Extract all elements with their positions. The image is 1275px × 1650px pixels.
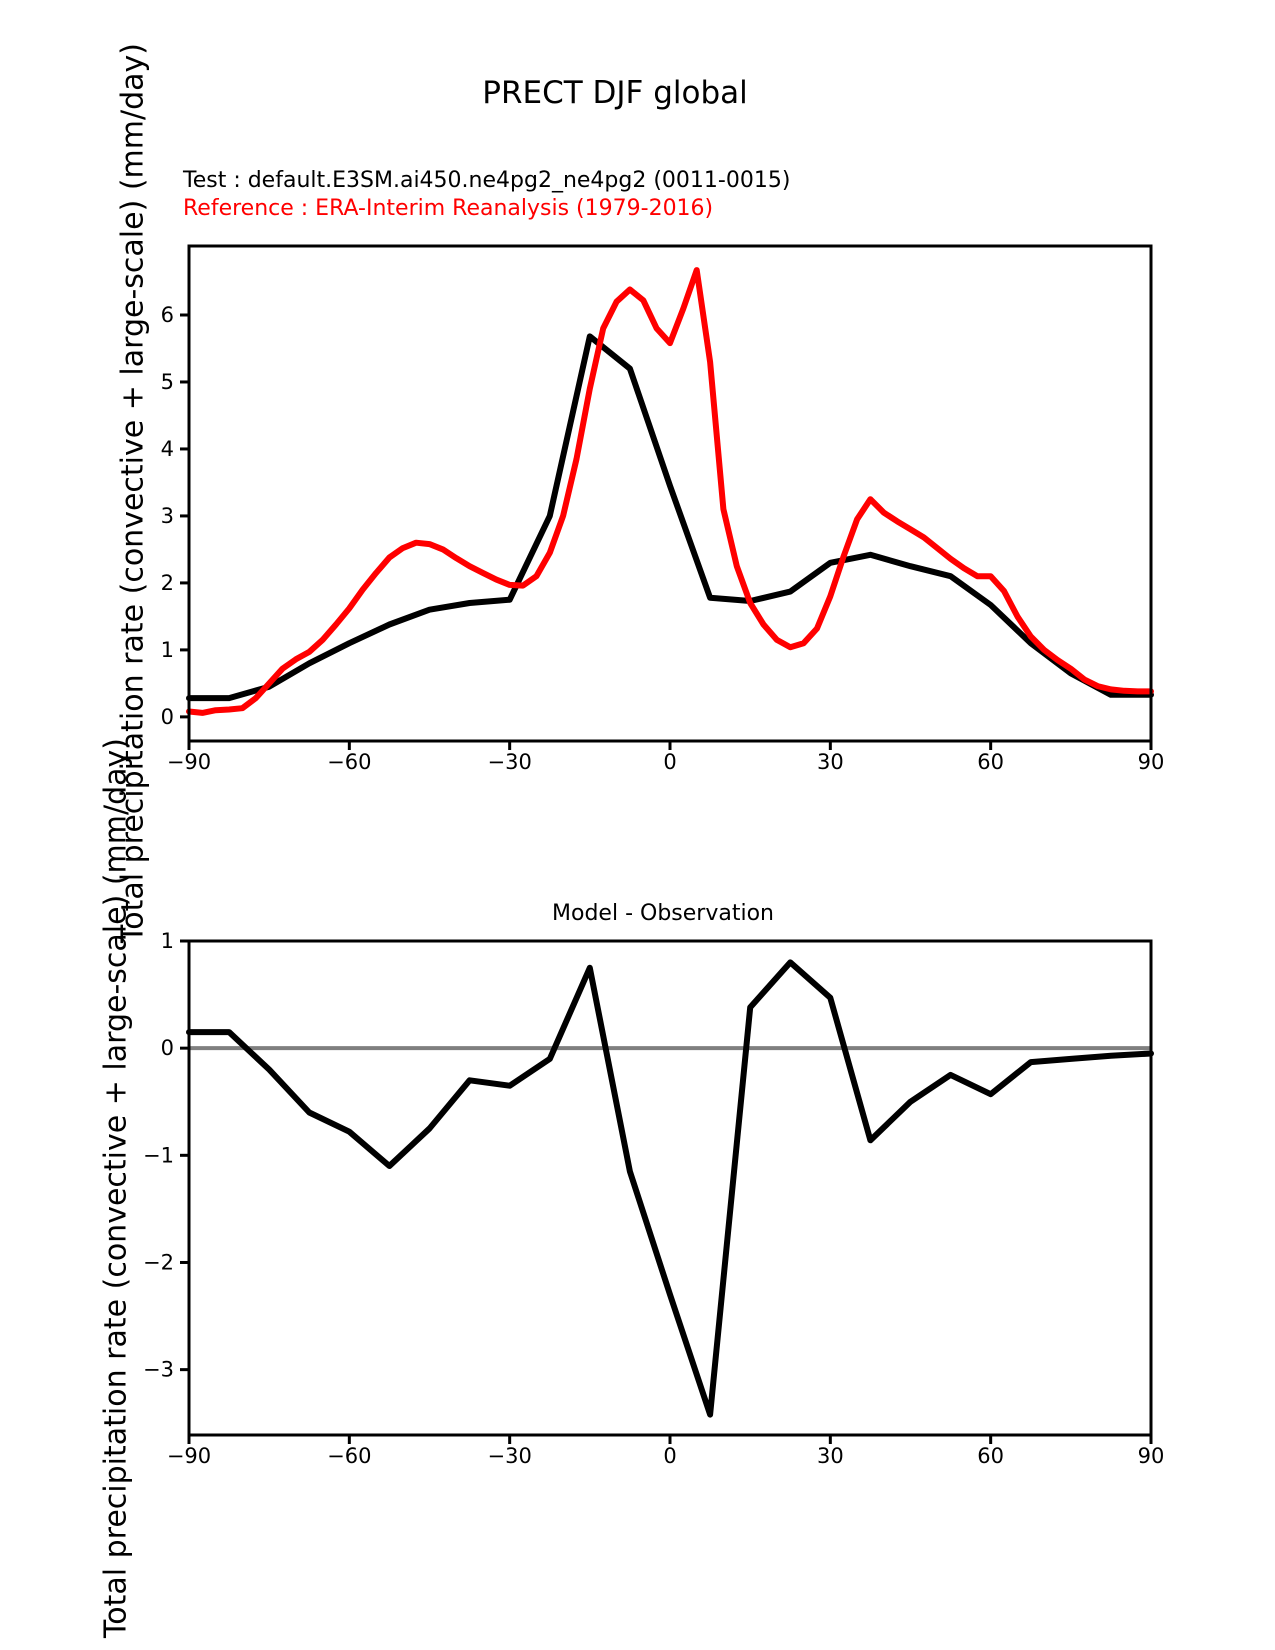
bottom-chart-x-tick-label: −60 [327,1444,371,1468]
top-chart-series-0-line [186,333,1154,702]
top-chart-y-tick-label: 3 [161,504,174,528]
top-chart-x-tick-label: −30 [488,750,532,774]
bottom-chart-x-tick-label: 0 [663,1444,676,1468]
top-chart-y-tick-label: 0 [161,705,174,729]
bottom-chart-title: Model - Observation [552,901,774,926]
bottom-chart-x-tick-label: 90 [1138,1444,1165,1468]
bottom-chart-y-axis-label: Total precipitation rate (convective + l… [98,738,134,1638]
bottom-chart-x-tick-label: 30 [817,1444,844,1468]
top-chart-x-tick-label: 0 [663,750,676,774]
top-chart-series-1-line [186,267,1154,716]
bottom-chart-axes-frame [187,939,1153,1437]
bottom-chart-y-tick-label: −1 [143,1143,174,1167]
top-chart-y-tick-label: 5 [161,370,174,394]
top-chart-x-tick-label: 30 [817,750,844,774]
bottom-chart-series-0-line [186,959,1154,1418]
bottom-chart-y-tick-label: −2 [143,1250,174,1274]
top-chart-y-tick-label: 6 [161,303,174,327]
page-title: PRECT DJF global [482,75,748,111]
bottom-chart-x-tick-label: −90 [167,1444,211,1468]
bottom-chart-y-tick-label: −3 [143,1358,174,1382]
top-chart-x-tick-label: 60 [977,750,1004,774]
bottom-chart-x-tick-label: 60 [977,1444,1004,1468]
top-chart-x-tick-label: 90 [1138,750,1165,774]
bottom-chart-y-tick-label: 0 [161,1036,174,1060]
top-chart-y-tick-label: 2 [161,571,174,595]
top-chart-x-tick-label: −90 [167,750,211,774]
top-chart-x-tick-label: −60 [327,750,371,774]
bottom-chart-y-tick-label: 1 [161,929,174,953]
test-run-label: Test : default.E3SM.ai450.ne4pg2_ne4pg2 … [183,168,791,193]
reference-run-label: Reference : ERA-Interim Reanalysis (1979… [183,196,714,221]
top-chart-y-tick-label: 4 [161,437,174,461]
bottom-chart-x-tick-label: −30 [488,1444,532,1468]
top-chart-y-tick-label: 1 [161,638,174,662]
